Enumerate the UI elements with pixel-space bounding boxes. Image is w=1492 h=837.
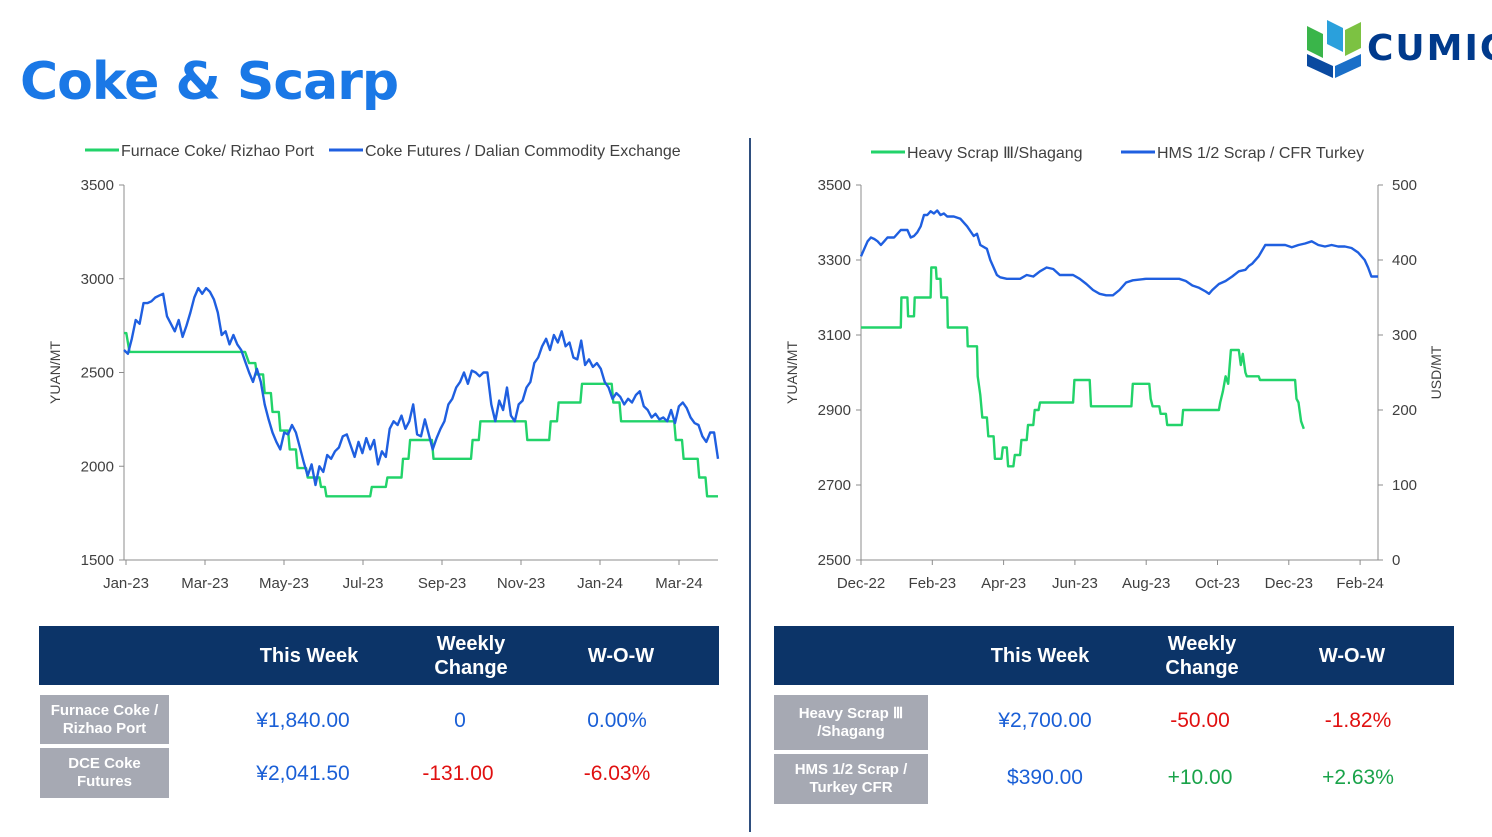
x-tick-label: Jun-23 — [1052, 575, 1098, 592]
left-row-label: Furnace Coke / Rizhao Port — [40, 695, 169, 744]
series-line-green — [124, 331, 718, 498]
y-axis-label: YUAN/MT — [784, 341, 800, 404]
company-logo: CUMIC — [1305, 18, 1492, 80]
x-tick-label: Feb-24 — [1336, 575, 1384, 592]
right-row2-wow: +2.63% — [1322, 766, 1394, 789]
left-header-this-week: This Week — [259, 645, 359, 667]
x-tick-label: Aug-23 — [1122, 575, 1170, 592]
right-row1-change: -50.00 — [1170, 709, 1230, 732]
right-header-this-week: This Week — [990, 645, 1090, 667]
x-tick-label: Mar-23 — [181, 575, 229, 592]
x-tick-label: Feb-23 — [909, 575, 957, 592]
y2-tick-label: 500 — [1392, 177, 1417, 194]
y-tick-label: 2700 — [818, 477, 851, 494]
x-tick-label: Jan-24 — [577, 575, 623, 592]
left-row1-change: 0 — [454, 709, 466, 732]
y2-tick-label: 0 — [1392, 552, 1400, 569]
x-tick-label: Mar-24 — [655, 575, 703, 592]
y-axis-label: YUAN/MT — [47, 341, 63, 404]
left-row2-wow: -6.03% — [583, 762, 651, 785]
left-header-weekly-change: Weekly Change — [434, 633, 508, 679]
right-header-weekly-change: Weekly Change — [1165, 633, 1239, 679]
right-row2-this-week: $390.00 — [1007, 766, 1083, 789]
y-tick-label: 3100 — [818, 327, 851, 344]
x-tick-label: Oct-23 — [1195, 575, 1240, 592]
vertical-divider — [749, 138, 751, 832]
left-row2-this-week: ¥2,041.50 — [256, 762, 350, 785]
left-row1-wow: 0.00% — [587, 709, 647, 732]
y-tick-label: 2500 — [81, 365, 114, 382]
right-row-label: HMS 1/2 Scrap / Turkey CFR — [774, 754, 928, 804]
right-row-label: Heavy Scrap Ⅲ /Shagang — [774, 695, 928, 750]
legend-label: Furnace Coke/ Rizhao Port — [121, 143, 315, 160]
left-table-header: This Week Weekly Change W-O-W — [39, 626, 719, 685]
x-tick-label: Dec-22 — [837, 575, 885, 592]
legend-label: Coke Futures / Dalian Commodity Exchange — [365, 143, 681, 160]
y-tick-label: 2000 — [81, 458, 114, 475]
right-table-header: This Week Weekly Change W-O-W — [774, 626, 1454, 685]
y2-axis-label: USD/MT — [1428, 345, 1444, 399]
y2-tick-label: 100 — [1392, 477, 1417, 494]
right-row1-wow: -1.82% — [1324, 709, 1392, 732]
logo-text: CUMIC — [1367, 28, 1492, 69]
x-tick-label: Jan-23 — [103, 575, 149, 592]
left-row2-change: -131.00 — [422, 762, 494, 785]
y-tick-label: 3500 — [81, 177, 114, 194]
series-line-blue — [123, 286, 720, 487]
y2-tick-label: 200 — [1392, 402, 1417, 419]
x-tick-label: Nov-23 — [497, 575, 545, 592]
legend-label: HMS 1/2 Scrap / CFR Turkey — [1157, 145, 1364, 162]
y-tick-label: 2500 — [818, 552, 851, 569]
right-chart: 3500 3300 3100 2900 2700 2500 500 400 300 200 100 0… — [784, 145, 1444, 592]
page-title: Coke & Scarp — [20, 52, 399, 112]
x-tick-label: Dec-23 — [1265, 575, 1313, 592]
y2-tick-label: 300 — [1392, 327, 1417, 344]
right-row2-change: +10.00 — [1167, 766, 1233, 789]
legend-label: Heavy Scrap Ⅲ/Shagang — [907, 145, 1083, 162]
left-row-label: DCE Coke Futures — [40, 748, 169, 798]
cumic-leaf-icon — [1307, 20, 1361, 78]
x-tick-label: May-23 — [259, 575, 309, 592]
y-tick-label: 3300 — [818, 252, 851, 269]
y-tick-label: 2900 — [818, 402, 851, 419]
left-chart: 3500 3000 2500 2000 1500 Jan-23 Mar-23 May-23 Ju… — [47, 143, 720, 592]
x-tick-label: Jul-23 — [343, 575, 384, 592]
right-header-wow: W-O-W — [1318, 645, 1386, 667]
x-tick-label: Apr-23 — [981, 575, 1026, 592]
series-line-blue — [859, 209, 1378, 297]
y-tick-label: 3000 — [81, 271, 114, 288]
y2-tick-label: 400 — [1392, 252, 1417, 269]
x-tick-label: Sep-23 — [418, 575, 466, 592]
y-tick-label: 1500 — [81, 552, 114, 569]
left-row1-this-week: ¥1,840.00 — [256, 709, 350, 732]
right-row1-this-week: ¥2,700.00 — [998, 709, 1092, 732]
left-header-wow: W-O-W — [587, 645, 655, 667]
y-tick-label: 3500 — [818, 177, 851, 194]
series-line-green — [861, 266, 1305, 468]
